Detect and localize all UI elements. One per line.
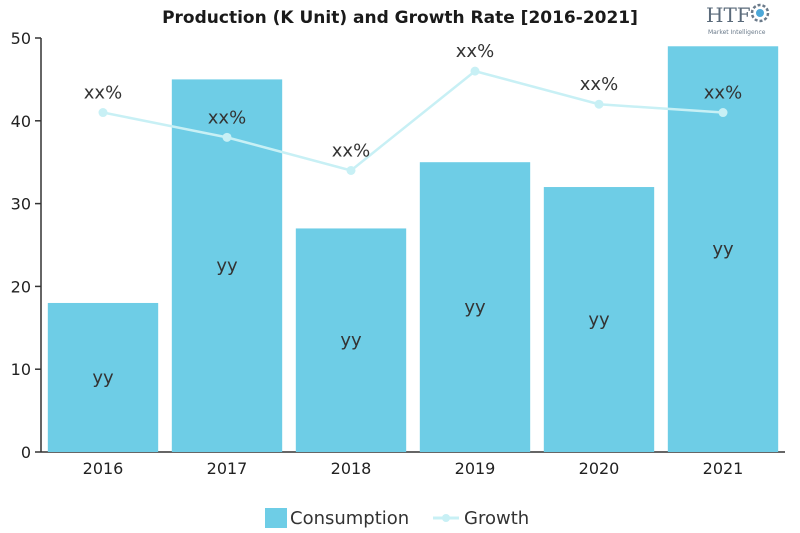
growth-point [470,66,480,76]
y-axis: 0 10 20 30 40 50 [11,29,42,462]
y-tick-label: 40 [11,112,31,131]
bar-data-label: yy [464,297,486,318]
bar-data-label: yy [92,367,114,388]
y-tick-label: 0 [21,443,31,462]
bar-data-label: yy [588,310,610,331]
growth-point [222,132,232,142]
bar-labels: yy yy yy yy yy yy [92,239,734,388]
x-tick-label: 2019 [455,459,496,478]
legend-consumption-label: Consumption [290,508,409,529]
growth-line [102,69,724,172]
bar [543,187,655,453]
y-tick-label: 50 [11,29,31,48]
growth-point [346,165,356,175]
bar-data-label: yy [216,256,238,277]
line-series [98,66,728,175]
y-tick-label: 10 [11,360,31,379]
logo-subtext: Market Intelligence [708,29,766,36]
legend-growth-marker [442,514,450,522]
growth-point [594,99,604,109]
growth-data-label: xx% [332,140,370,161]
logo-text: HTF [706,3,751,27]
growth-point [718,108,728,118]
growth-data-label: xx% [580,74,618,95]
bar [295,228,407,452]
x-tick-label: 2017 [207,459,248,478]
x-tick-label: 2018 [331,459,372,478]
x-tick-label: 2021 [703,459,744,478]
growth-data-label: xx% [208,107,246,128]
bar [419,162,531,452]
growth-data-label: xx% [704,83,742,104]
bar-data-label: yy [340,330,362,351]
x-axis: 2016 2017 2018 2019 2020 2021 [41,451,785,478]
growth-point [98,108,108,118]
legend-consumption-swatch [265,508,287,528]
brand-logo: HTF Market Intelligence [706,3,770,36]
x-tick-label: 2020 [579,459,620,478]
bar-data-label: yy [712,239,734,260]
legend-growth-label: Growth [464,508,529,529]
chart-title: Production (K Unit) and Growth Rate [201… [162,8,638,28]
y-tick-label: 20 [11,277,31,296]
bar [47,302,159,452]
x-tick-label: 2016 [83,459,124,478]
growth-data-label: xx% [84,83,122,104]
y-tick-label: 30 [11,195,31,214]
legend: Consumption Growth [265,508,529,529]
line-labels: xx% xx% xx% xx% xx% xx% [84,41,742,161]
gear-icon [750,3,770,23]
growth-data-label: xx% [456,41,494,62]
bar-series [47,46,779,453]
